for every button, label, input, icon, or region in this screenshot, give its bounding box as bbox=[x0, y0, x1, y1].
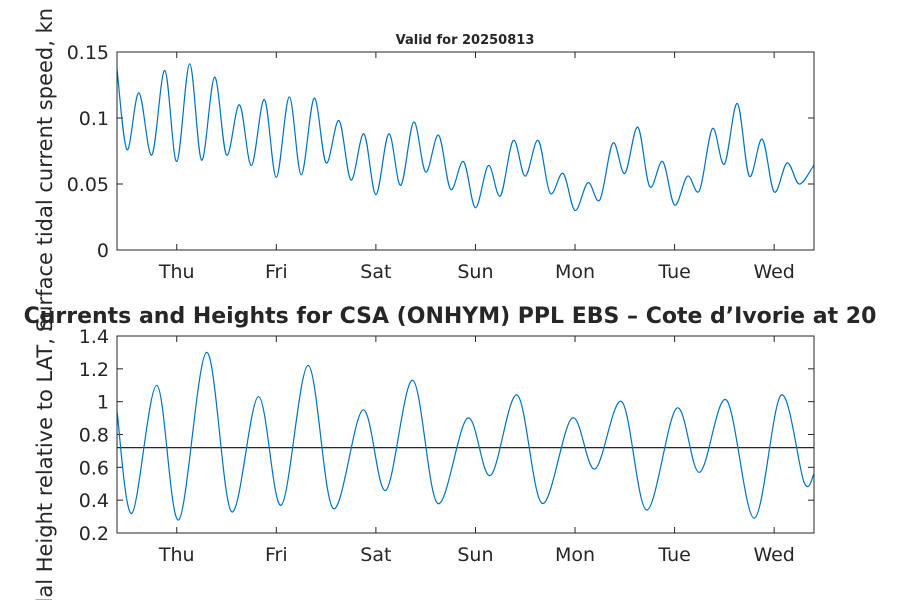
top-ytick-label: 0.15 bbox=[67, 42, 109, 64]
current-speed-axes-box bbox=[116, 51, 815, 251]
top-xtick-label: Wed bbox=[753, 261, 794, 283]
top-xtick-label: Fri bbox=[265, 261, 288, 283]
bottom-ytick-label: 1.4 bbox=[79, 326, 109, 348]
top-xtick-label: Sat bbox=[360, 261, 391, 283]
top-ytick-label: 0.05 bbox=[67, 174, 109, 196]
bottom-ytick-label: 0.6 bbox=[79, 457, 109, 479]
bottom-xtick-label: Mon bbox=[555, 544, 595, 566]
tidal-height-line bbox=[116, 351, 815, 521]
bottom-xtick-label: Sat bbox=[360, 544, 391, 566]
top-xtick-label: Thu bbox=[158, 261, 195, 283]
top-ytick-label: 0.1 bbox=[79, 108, 109, 130]
bottom-xtick-label: Thu bbox=[158, 544, 195, 566]
bottom-ytick-label: 0.4 bbox=[79, 490, 109, 512]
bottom-ytick-label: 1.2 bbox=[79, 359, 109, 381]
bottom-ytick-label: 0.2 bbox=[79, 523, 109, 545]
current-speed-ylabel: Surface tidal current speed, kn bbox=[33, 8, 57, 332]
valid-date-title: Valid for 20250813 bbox=[396, 33, 535, 48]
bottom-xtick-label: Tue bbox=[657, 544, 690, 566]
main-title: Currents and Heights for CSA (ONHYM) PPL… bbox=[24, 304, 877, 329]
bottom-xtick-label: Fri bbox=[265, 544, 288, 566]
tidal-height-panel: 0.2 0.4 0.6 0.8 1 1.2 1.4 Thu Fri Sat Sun Mon Tue We… bbox=[33, 311, 815, 600]
current-speed-panel: 0 0.05 0.1 0.15 Thu Fri Sat Sun Mon Tue Wed Surfa… bbox=[33, 8, 815, 332]
top-xtick-label: Sun bbox=[457, 261, 493, 283]
bottom-ytick-label: 0.8 bbox=[79, 425, 109, 447]
bottom-xtick-label: Wed bbox=[753, 544, 794, 566]
top-xtick-label: Tue bbox=[657, 261, 690, 283]
top-xtick-label: Mon bbox=[555, 261, 595, 283]
top-ytick-label: 0 bbox=[97, 240, 109, 262]
current-speed-line bbox=[116, 63, 815, 212]
bottom-xtick-label: Sun bbox=[457, 544, 493, 566]
tidal-height-ylabel: Tidal Height relative to LAT, m bbox=[33, 311, 57, 600]
bottom-ytick-label: 1 bbox=[97, 392, 109, 414]
tidal-height-axes-box bbox=[116, 335, 815, 534]
